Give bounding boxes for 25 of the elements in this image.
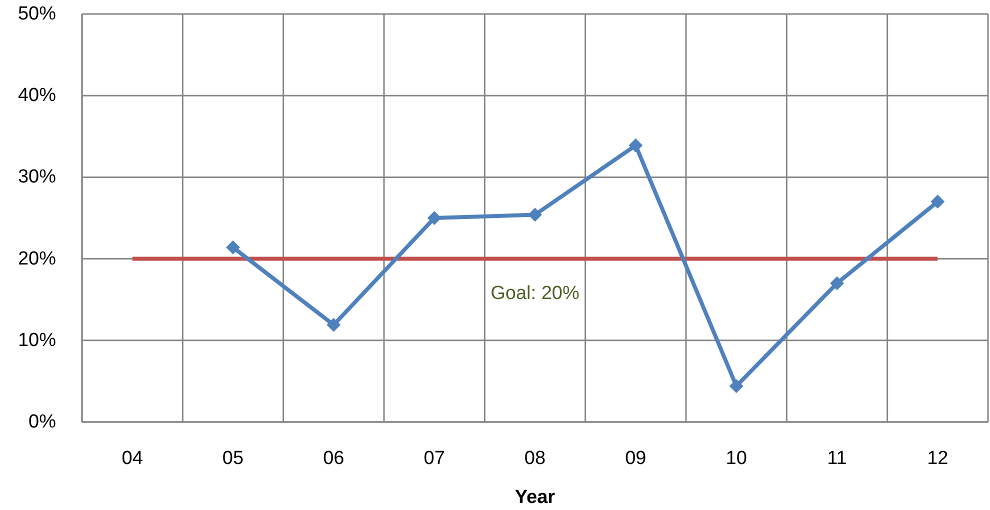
- x-tick-label: 06: [323, 448, 344, 469]
- point: [226, 240, 240, 254]
- y-tick-label: 0%: [28, 412, 56, 432]
- annotation: Goal: 20%: [490, 282, 580, 304]
- point: [830, 276, 844, 290]
- y-tick-label: 30%: [18, 166, 56, 188]
- x-tick-label: 12: [927, 448, 948, 469]
- point: [729, 379, 744, 394]
- x-tick-label: 05: [222, 448, 244, 469]
- x-tick-label: 04: [122, 448, 144, 469]
- x-tick-label: 09: [625, 448, 646, 469]
- point: [326, 318, 341, 332]
- y-tick-label: 10%: [18, 330, 56, 351]
- point: [528, 208, 542, 222]
- x-tick-label: 08: [524, 448, 546, 469]
- x-axis-title: Year: [514, 487, 556, 508]
- point: [628, 138, 643, 152]
- x-tick-label: 11: [827, 448, 847, 469]
- point: [427, 211, 442, 225]
- x-tick-label: 07: [424, 448, 445, 469]
- y-tick-label: 20%: [18, 248, 56, 270]
- x-tick-label: 10: [726, 448, 747, 469]
- y-tick-label: 40%: [18, 85, 56, 106]
- y-tick-label: 50%: [18, 4, 56, 24]
- point: [930, 194, 945, 209]
